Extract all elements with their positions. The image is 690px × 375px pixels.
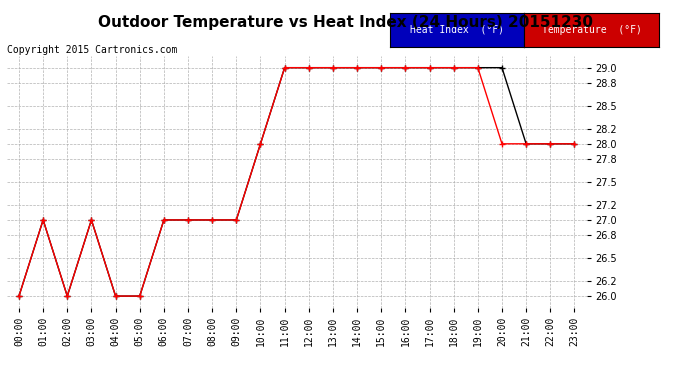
Text: Outdoor Temperature vs Heat Index (24 Hours) 20151230: Outdoor Temperature vs Heat Index (24 Ho… bbox=[97, 15, 593, 30]
Text: Copyright 2015 Cartronics.com: Copyright 2015 Cartronics.com bbox=[7, 45, 177, 55]
Text: Temperature  (°F): Temperature (°F) bbox=[542, 25, 642, 35]
Text: Heat Index  (°F): Heat Index (°F) bbox=[410, 25, 504, 35]
